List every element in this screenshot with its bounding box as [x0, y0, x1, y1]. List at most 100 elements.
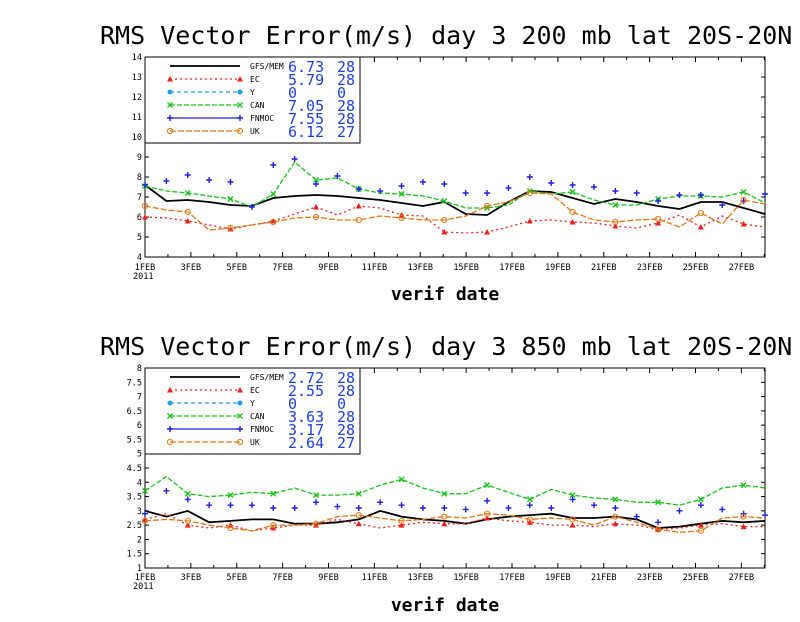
data-point: [227, 502, 234, 509]
data-point: [441, 513, 448, 520]
x-tick-label: 21FEB: [591, 573, 617, 583]
legend-swatch-marker: [237, 387, 243, 393]
data-point: [355, 186, 362, 192]
data-point: [248, 204, 255, 210]
x-tick-label: 3FEB: [181, 263, 201, 273]
x-tick-label: 17FEB: [499, 573, 525, 583]
y-tick-label: 14: [132, 53, 142, 63]
data-point: [612, 188, 619, 194]
legend-series-mean: 2.72: [288, 369, 324, 387]
legend-series-name: GFS/MEM: [250, 62, 284, 71]
legend: GFS/MEM 6.73 28 EC 5.79 28 Y 0 0 CAN 7.05 28 FNMOC 7.…: [144, 56, 361, 144]
data-point: [184, 208, 191, 216]
data-point: [655, 499, 662, 506]
data-point: [526, 218, 533, 224]
data-point: [441, 216, 448, 224]
data-point: [740, 221, 747, 227]
data-point: [398, 214, 405, 222]
data-point: [569, 516, 576, 523]
y-tick-label: 11: [132, 113, 142, 123]
data-point: [526, 189, 533, 197]
data-point: [141, 202, 149, 210]
data-point: [142, 182, 148, 188]
legend-series-name: GFS/MEM: [250, 373, 284, 382]
legend-series-count: 27: [337, 434, 355, 452]
x-tick-label: 21FEB: [591, 263, 617, 273]
legend-series-mean: 6.12: [288, 123, 324, 141]
x-tick-label: 19FEB: [545, 263, 571, 273]
y-tick-label: 2.5: [127, 521, 142, 531]
series-line: [144, 192, 766, 231]
x-tick-label: 27FEB: [729, 573, 755, 583]
data-point: [206, 502, 213, 509]
data-point: [612, 513, 619, 520]
legend-series-mean: 3.17: [288, 421, 324, 439]
x-year-label: 2011: [133, 272, 153, 282]
series-line: [144, 513, 766, 533]
data-point: [655, 215, 662, 223]
data-point: [142, 487, 148, 494]
series-line: [144, 184, 766, 216]
data-point: [612, 505, 619, 511]
legend-series-name: EC: [250, 75, 260, 84]
data-point: [719, 506, 726, 513]
data-point: [419, 505, 426, 511]
data-point: [398, 522, 405, 528]
y-tick-label: 13: [132, 73, 142, 83]
data-point: [697, 522, 704, 528]
x-tick-label: 5FEB: [227, 263, 247, 273]
data-point: [163, 487, 170, 494]
data-point: [142, 214, 148, 220]
x-tick-label: 11FEB: [362, 263, 388, 273]
data-point: [655, 198, 662, 204]
x-tick-label: 23FEB: [637, 573, 663, 583]
data-point: [355, 505, 362, 511]
legend-box: [144, 56, 361, 144]
data-point: [227, 224, 234, 232]
chart-panel-850mb: RMS Vector Error(m/s) day 3 850 mb lat 2…: [100, 332, 792, 616]
legend-series-mean: 7.05: [288, 97, 324, 115]
x-tick-label: 23FEB: [637, 263, 663, 273]
x-axis-label: verif date: [391, 284, 500, 305]
data-point: [184, 496, 191, 503]
legend-series-count: 28: [337, 110, 355, 128]
legend-swatch-marker: [237, 76, 243, 82]
data-point: [291, 156, 298, 162]
x-tick-label: 13FEB: [407, 263, 433, 273]
y-tick-label: 2: [137, 535, 142, 545]
y-tick-label: 7: [137, 393, 142, 403]
y-tick-label: 7.5: [127, 378, 142, 388]
data-point: [355, 490, 362, 497]
data-point: [526, 496, 533, 503]
y-tick-label: 9: [137, 153, 142, 163]
legend-swatch-marker: [237, 89, 243, 95]
legend-series-name: CAN: [250, 101, 265, 110]
data-point: [483, 510, 491, 517]
data-point: [334, 173, 341, 179]
legend-swatch-marker: [167, 102, 173, 108]
data-point: [740, 189, 747, 195]
data-point: [548, 180, 555, 186]
legend-swatch-marker: [167, 76, 173, 82]
x-tick-label: 9FEB: [318, 263, 338, 273]
x-tick-label: 17FEB: [499, 263, 525, 273]
data-point: [313, 177, 320, 183]
legend-series-name: CAN: [250, 412, 265, 421]
y-tick-label: 5: [137, 450, 142, 460]
chart-title: RMS Vector Error(m/s) day 3 850 mb lat 2…: [100, 332, 792, 361]
data-point: [569, 522, 576, 528]
y-tick-label: 10: [132, 133, 142, 143]
data-point: [398, 191, 405, 197]
data-point: [740, 482, 747, 489]
data-point: [612, 520, 619, 527]
legend-series-mean: 5.79: [288, 71, 324, 89]
data-point: [612, 223, 619, 229]
data-point: [398, 517, 405, 524]
data-point: [441, 198, 448, 204]
data-point: [313, 204, 320, 210]
legend-series-name: Y: [250, 399, 255, 408]
legend-swatch-marker: [167, 413, 173, 419]
legend-series-mean: 7.55: [288, 110, 324, 128]
chart-panel-200mb: RMS Vector Error(m/s) day 3 200 mb lat 2…: [100, 21, 792, 305]
